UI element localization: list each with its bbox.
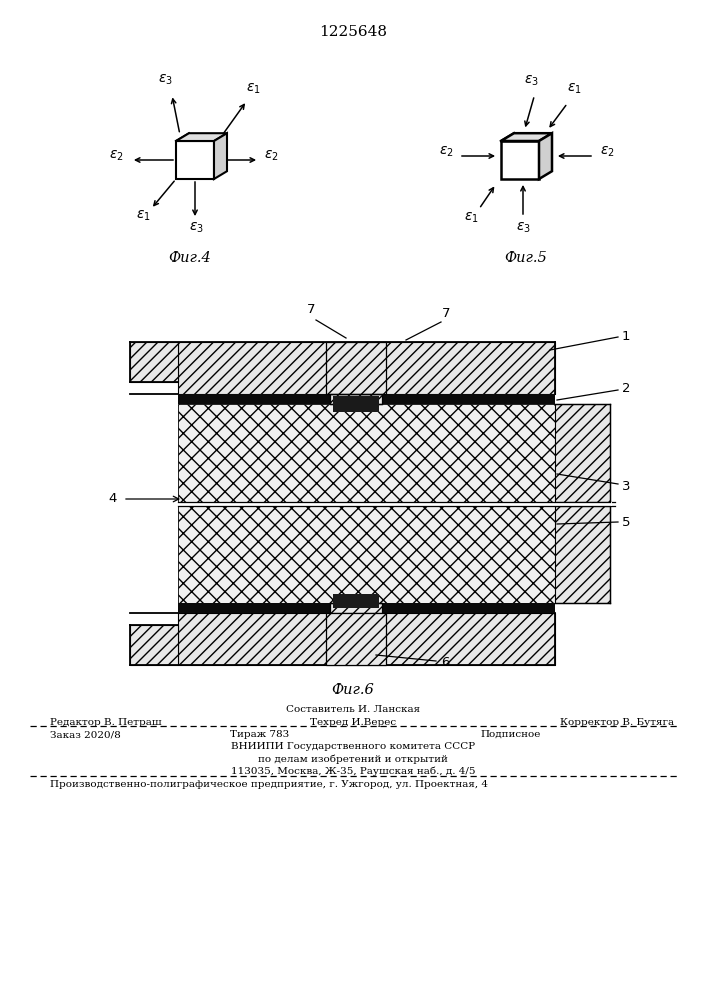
Bar xyxy=(555,502,612,506)
Text: Заказ 2020/8: Заказ 2020/8 xyxy=(50,730,121,739)
Polygon shape xyxy=(501,141,539,179)
Bar xyxy=(333,396,379,412)
Polygon shape xyxy=(176,141,214,179)
Text: $\varepsilon_1$: $\varepsilon_1$ xyxy=(247,82,261,96)
Text: $\varepsilon_3$: $\varepsilon_3$ xyxy=(158,73,173,87)
Text: $\varepsilon_1$: $\varepsilon_1$ xyxy=(464,211,479,225)
Text: $\varepsilon_1$: $\varepsilon_1$ xyxy=(567,81,582,96)
Text: Фиг.6: Фиг.6 xyxy=(332,683,375,697)
Text: 1225648: 1225648 xyxy=(319,25,387,39)
Text: Составитель И. Ланская: Составитель И. Ланская xyxy=(286,705,420,714)
Text: Подписное: Подписное xyxy=(480,730,540,739)
Polygon shape xyxy=(539,133,552,179)
Text: Техред И.Верес: Техред И.Верес xyxy=(310,718,396,727)
Text: 7: 7 xyxy=(307,303,315,316)
Text: $\varepsilon_2$: $\varepsilon_2$ xyxy=(438,145,453,159)
Text: Производственно-полиграфическое предприятие, г. Ужгород, ул. Проектная, 4: Производственно-полиграфическое предприя… xyxy=(50,780,488,789)
Text: $\varepsilon_2$: $\varepsilon_2$ xyxy=(109,149,123,163)
Text: 3: 3 xyxy=(622,480,631,492)
Text: Корректор В. Бутяга: Корректор В. Бутяга xyxy=(560,718,674,727)
Text: ВНИИПИ Государственного комитета СССР: ВНИИПИ Государственного комитета СССР xyxy=(231,742,475,751)
Text: 7: 7 xyxy=(442,307,450,320)
Text: 1: 1 xyxy=(622,330,631,342)
Text: $\varepsilon_3$: $\varepsilon_3$ xyxy=(189,221,204,235)
Text: 4: 4 xyxy=(109,492,117,506)
Bar xyxy=(130,625,178,665)
Polygon shape xyxy=(501,133,552,141)
Bar xyxy=(178,394,555,404)
Text: Фиг.4: Фиг.4 xyxy=(169,251,211,265)
Text: Редактор В. Петраш: Редактор В. Петраш xyxy=(50,718,162,727)
Bar xyxy=(333,594,379,608)
Polygon shape xyxy=(214,133,227,179)
Bar xyxy=(178,502,615,506)
Text: по делам изобретений и открытий: по делам изобретений и открытий xyxy=(258,754,448,764)
Text: $\varepsilon_3$: $\varepsilon_3$ xyxy=(515,221,530,235)
Bar xyxy=(330,603,382,613)
Text: 113035, Москва, Ж-35, Раушская наб., д. 4/5: 113035, Москва, Ж-35, Раушская наб., д. … xyxy=(230,766,475,776)
Text: Тираж 783: Тираж 783 xyxy=(230,730,289,739)
Bar xyxy=(326,613,386,665)
Text: Фиг.5: Фиг.5 xyxy=(505,251,547,265)
Text: $\varepsilon_3$: $\varepsilon_3$ xyxy=(524,73,539,88)
Text: 5: 5 xyxy=(622,516,631,530)
Bar xyxy=(555,404,610,603)
Bar xyxy=(178,404,555,603)
Bar xyxy=(178,613,555,665)
Text: $\varepsilon_2$: $\varepsilon_2$ xyxy=(264,149,279,163)
Text: 6: 6 xyxy=(441,656,450,670)
Bar xyxy=(326,342,386,394)
Text: 2: 2 xyxy=(622,382,631,395)
Bar xyxy=(330,394,382,404)
Bar xyxy=(178,603,555,613)
Bar xyxy=(178,342,555,394)
Polygon shape xyxy=(176,133,227,141)
Text: $\varepsilon_1$: $\varepsilon_1$ xyxy=(136,209,151,223)
Text: $\varepsilon_2$: $\varepsilon_2$ xyxy=(600,145,614,159)
Bar xyxy=(130,342,178,382)
